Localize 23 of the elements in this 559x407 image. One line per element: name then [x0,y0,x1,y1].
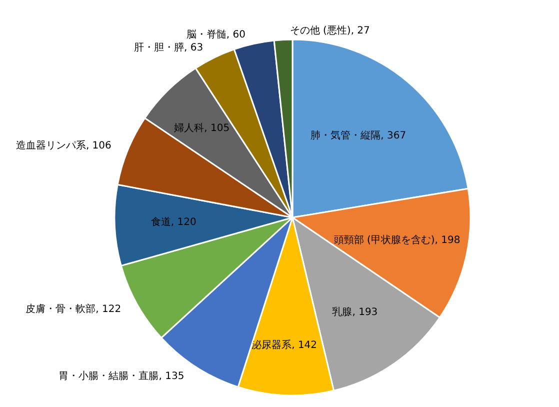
slice-label: 造血器リンパ系 [16,139,86,152]
slice-label: 肺・気管・縦隔 [310,130,381,142]
data-label: , 198 [434,234,460,246]
data-label: , 105 [204,123,230,134]
data-label: , 106 [86,140,112,152]
slice-label: 皮膚・骨・軟部 [26,302,96,315]
slice-label: 胃・小腸・結腸・直腸 [58,370,159,382]
data-label: , 122 [96,304,122,315]
data-label: , 27 [350,25,370,36]
slice-label: 食道 [150,216,171,228]
data-label: , 193 [352,307,378,318]
slice-label: 頭頸部 (甲状腺を含む) [334,234,435,246]
slice-label: その他 (悪性) [290,24,351,36]
data-label: , 60 [226,30,246,41]
data-label: , 367 [380,130,406,142]
data-label: , 142 [292,340,318,352]
data-label: , 135 [158,370,184,382]
slice-label: 脳・脊髄 [186,30,226,41]
data-label: , 63 [184,42,204,54]
slice-label: 乳腺 [332,306,352,318]
data-label: , 120 [170,217,196,228]
slice-label: 婦人科 [174,122,204,134]
slice-label: 肝・胆・膵 [134,41,184,54]
